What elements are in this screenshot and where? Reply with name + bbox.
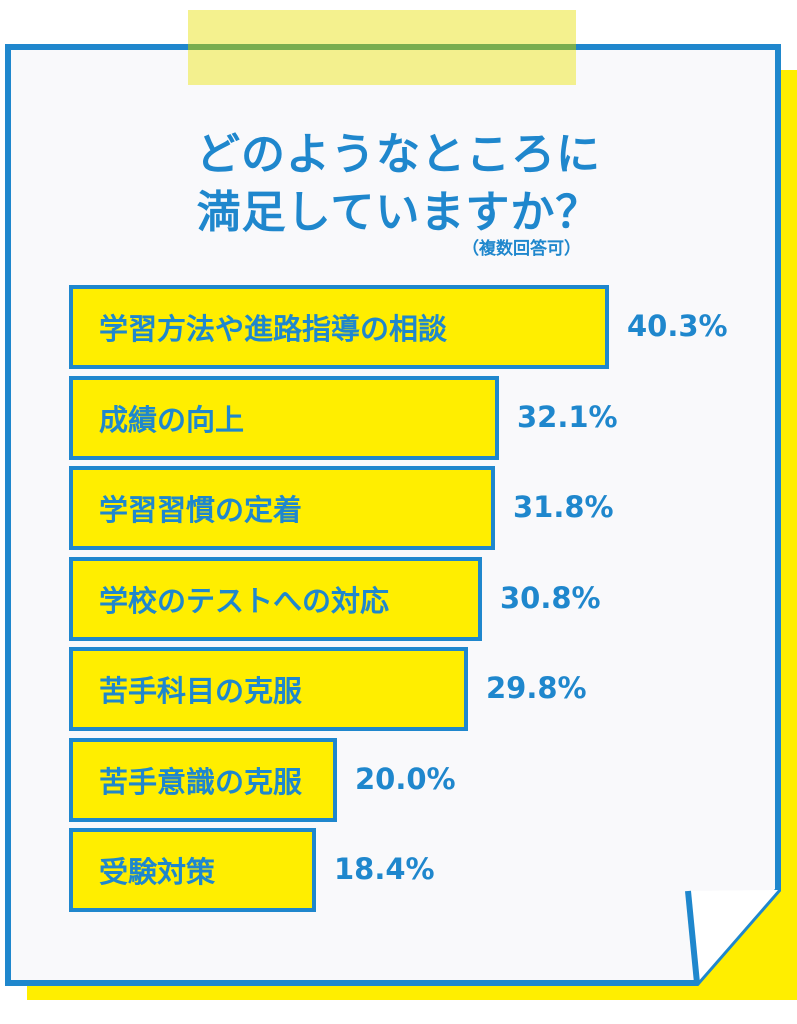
bar-4: 学校のテストへの対応	[69, 557, 482, 641]
chart-title-line1: どのようなところに	[196, 129, 601, 180]
chart-title-line2: 満足していますか？	[196, 187, 601, 238]
bar-value-label: 32.1%	[517, 400, 618, 434]
bar-5: 苦手科目の克服	[69, 647, 468, 731]
paper-fold-edge	[685, 890, 700, 984]
bar-label: 苦手科目の克服	[99, 674, 303, 708]
bar-value-label: 29.8%	[486, 671, 587, 705]
bar-2: 成績の向上	[69, 376, 499, 460]
chart-subtitle: （複数回答可）	[462, 239, 581, 259]
bar-label: 学校のテストへの対応	[99, 584, 390, 618]
bar-6: 苦手意識の克服	[69, 738, 337, 822]
bar-value-label: 20.0%	[355, 762, 456, 796]
bar-label: 成績の向上	[99, 403, 245, 437]
paper-fold	[688, 890, 778, 983]
bar-value-label: 40.3%	[627, 309, 728, 343]
bar-label: 学習方法や進路指導の相談	[99, 312, 448, 346]
bar-1: 学習方法や進路指導の相談	[69, 285, 609, 369]
bar-value-label: 30.8%	[500, 581, 601, 615]
bar-label: 受験対策	[99, 855, 216, 889]
bar-label: 学習習慣の定着	[99, 493, 303, 527]
bar-3: 学習習慣の定着	[69, 466, 495, 550]
bar-value-label: 31.8%	[513, 490, 614, 524]
bar-value-label: 18.4%	[334, 852, 435, 886]
bar-7: 受験対策	[69, 828, 316, 912]
bar-label: 苦手意識の克服	[99, 765, 303, 799]
